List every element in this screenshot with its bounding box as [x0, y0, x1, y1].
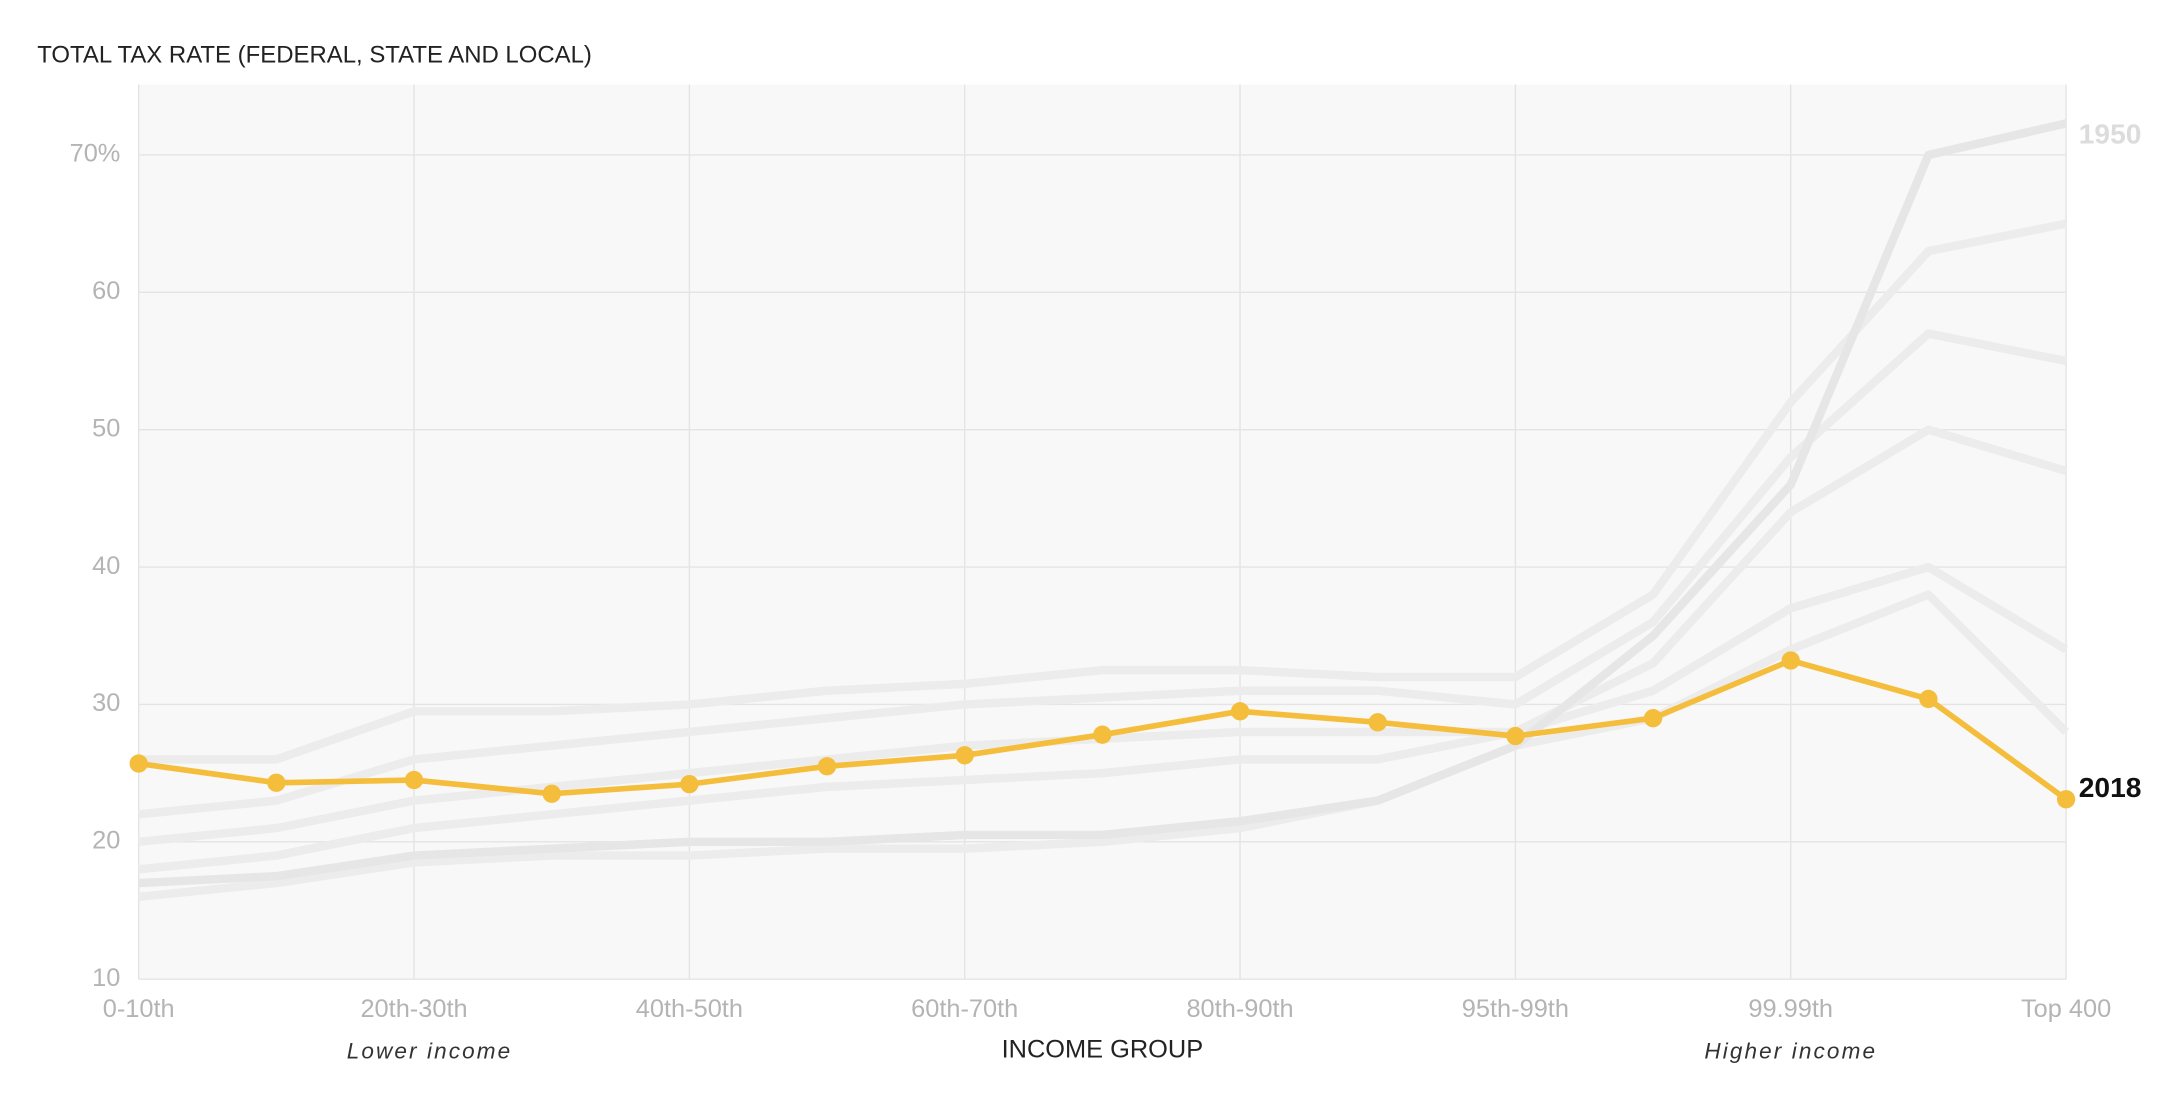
point [129, 754, 148, 773]
line-background [138, 219, 2067, 764]
point [1230, 702, 1250, 721]
line-background [138, 590, 2070, 901]
point [680, 774, 699, 794]
annotation: Higher income [1704, 1038, 1877, 1063]
x-tick-label: Top 400 [2021, 995, 2111, 1023]
line-background [138, 562, 2069, 874]
line-background [138, 329, 2067, 819]
x-tick-label: 40th-50th [636, 995, 743, 1023]
point [1093, 725, 1112, 744]
y-tick-label: 20 [92, 827, 120, 855]
y-tick-label: 30 [92, 689, 120, 717]
y-tick-label: 70% [70, 140, 121, 168]
point [1643, 709, 1663, 728]
series-label: 2018 [2079, 771, 2142, 803]
point [542, 784, 561, 803]
x-tick-label: 95th-99th [1462, 995, 1569, 1023]
point [2056, 790, 2076, 809]
point [267, 773, 286, 792]
series-label: 1950 [2079, 118, 2142, 150]
annotation: Lower income [347, 1038, 513, 1063]
y-tick-label: 40 [92, 552, 120, 580]
point [955, 746, 974, 765]
point [1506, 726, 1525, 746]
point [1781, 651, 1800, 670]
y-tick-label: 50 [92, 414, 120, 442]
x-tick-label: 0-10th [103, 995, 175, 1023]
x-tick-label: 80th-90th [1186, 995, 1293, 1023]
point [817, 757, 837, 776]
y-tick-label: 60 [92, 277, 120, 305]
x-tick-label: 60th-70th [911, 995, 1018, 1023]
point [1919, 689, 1938, 709]
chart-title: TOTAL TAX RATE (FEDERAL, STATE AND LOCAL… [37, 42, 592, 69]
x-axis-label: INCOME GROUP [1002, 1036, 1203, 1064]
point [404, 770, 424, 790]
line-background [138, 119, 2068, 888]
x-tick-label: 20th-30th [360, 995, 467, 1023]
y-tick-label: 10 [92, 964, 120, 992]
point [1368, 713, 1387, 732]
x-tick-label: 99.99th [1748, 995, 1833, 1023]
